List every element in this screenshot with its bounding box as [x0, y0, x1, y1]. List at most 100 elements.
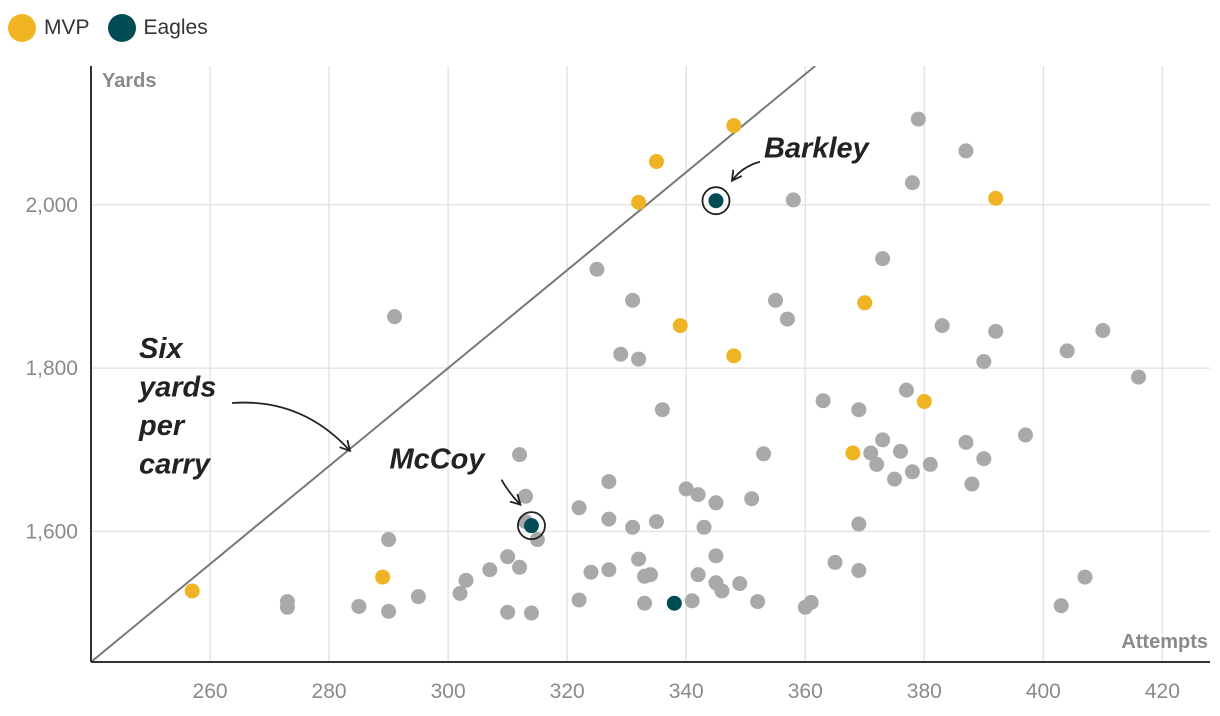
point-mvp — [726, 118, 742, 134]
data-points — [184, 111, 1147, 621]
reference-line — [91, 66, 816, 662]
point-other — [637, 595, 653, 611]
point-other — [744, 491, 760, 507]
point-other — [452, 585, 468, 601]
point-eagles — [708, 193, 724, 209]
point-other — [500, 604, 516, 620]
point-mvp — [375, 569, 391, 585]
arrowhead-mccoy — [509, 493, 522, 506]
y-tick-label: 1,800 — [25, 357, 78, 380]
reference-line-layer — [91, 66, 816, 662]
point-other — [756, 446, 772, 462]
y-axis-title: Yards — [102, 70, 156, 92]
arrowhead-barkley — [730, 169, 743, 183]
point-other — [696, 519, 712, 535]
point-other — [601, 474, 617, 490]
y-tick-label: 2,000 — [25, 194, 78, 217]
point-mvp — [648, 154, 664, 170]
point-other — [631, 551, 647, 567]
point-other — [571, 592, 587, 608]
point-other — [976, 451, 992, 467]
point-other — [732, 576, 748, 592]
point-other — [631, 351, 647, 367]
point-other — [1053, 598, 1069, 614]
point-other — [678, 481, 694, 497]
point-other — [904, 464, 920, 480]
point-other — [934, 318, 950, 334]
x-tick-label: 380 — [907, 680, 942, 703]
point-other — [601, 511, 617, 527]
point-other — [571, 500, 587, 516]
arrow-barkley — [731, 160, 761, 182]
point-other — [684, 593, 700, 609]
point-other — [1017, 427, 1033, 443]
point-other — [958, 434, 974, 450]
point-other — [815, 393, 831, 409]
arrow-mccoy — [500, 479, 522, 506]
point-other — [625, 292, 641, 308]
point-other — [851, 516, 867, 532]
legend-item-eagles: Eagles — [107, 14, 208, 42]
point-eagles — [523, 518, 539, 534]
point-other — [767, 292, 783, 308]
x-tick-label: 400 — [1026, 680, 1061, 703]
point-mvp — [857, 295, 873, 311]
point-other — [1059, 343, 1075, 359]
point-other — [958, 143, 974, 159]
chart-legend: MVP Eagles — [8, 12, 208, 44]
point-other — [869, 456, 885, 472]
point-other — [410, 589, 426, 605]
arrowhead-reference-line — [339, 439, 352, 453]
point-other — [898, 382, 914, 398]
annotations: Barkley McCoy Six yards per carry — [137, 133, 871, 541]
point-other — [589, 261, 605, 277]
point-other — [512, 447, 528, 463]
point-other — [976, 354, 992, 370]
point-other — [803, 594, 819, 610]
point-other — [875, 251, 891, 267]
legend-item-mvp: MVP — [8, 14, 90, 42]
x-tick-label: 360 — [788, 680, 823, 703]
point-other — [922, 456, 938, 472]
point-mvp — [184, 583, 200, 599]
legend-swatch-mvp — [8, 14, 36, 42]
point-other — [904, 175, 920, 191]
axes: Yards Attempts — [90, 66, 1210, 663]
point-other — [964, 476, 980, 492]
x-tick-label: 340 — [669, 680, 704, 703]
legend-label-eagles: Eagles — [143, 16, 208, 39]
point-other — [351, 598, 367, 614]
point-other — [875, 432, 891, 448]
point-other — [708, 495, 724, 511]
point-other — [381, 532, 397, 548]
point-eagles — [666, 595, 682, 611]
arrow-reference-line — [231, 401, 351, 452]
point-other — [690, 567, 706, 583]
point-mvp — [845, 445, 861, 461]
point-other — [482, 562, 498, 578]
point-other — [648, 514, 664, 530]
highlight-ring-barkley — [701, 186, 731, 216]
point-other — [518, 488, 534, 504]
point-other — [583, 564, 599, 580]
point-mvp — [672, 318, 688, 334]
point-other — [714, 583, 730, 599]
point-other — [500, 549, 516, 565]
point-other — [613, 346, 629, 362]
point-other — [1077, 569, 1093, 585]
point-mvp — [916, 394, 932, 410]
point-other — [643, 567, 658, 583]
point-other — [654, 402, 670, 418]
point-mvp — [988, 190, 1004, 206]
point-other — [851, 402, 867, 418]
point-other — [892, 443, 908, 459]
point-other — [1095, 323, 1111, 339]
point-other — [523, 605, 539, 621]
grid-lines — [91, 66, 1210, 662]
point-mvp — [726, 348, 742, 364]
x-tick-label: 260 — [193, 680, 228, 703]
legend-label-mvp: MVP — [44, 16, 90, 39]
reference-line-label-word: Six — [139, 333, 184, 365]
point-other — [863, 445, 879, 461]
